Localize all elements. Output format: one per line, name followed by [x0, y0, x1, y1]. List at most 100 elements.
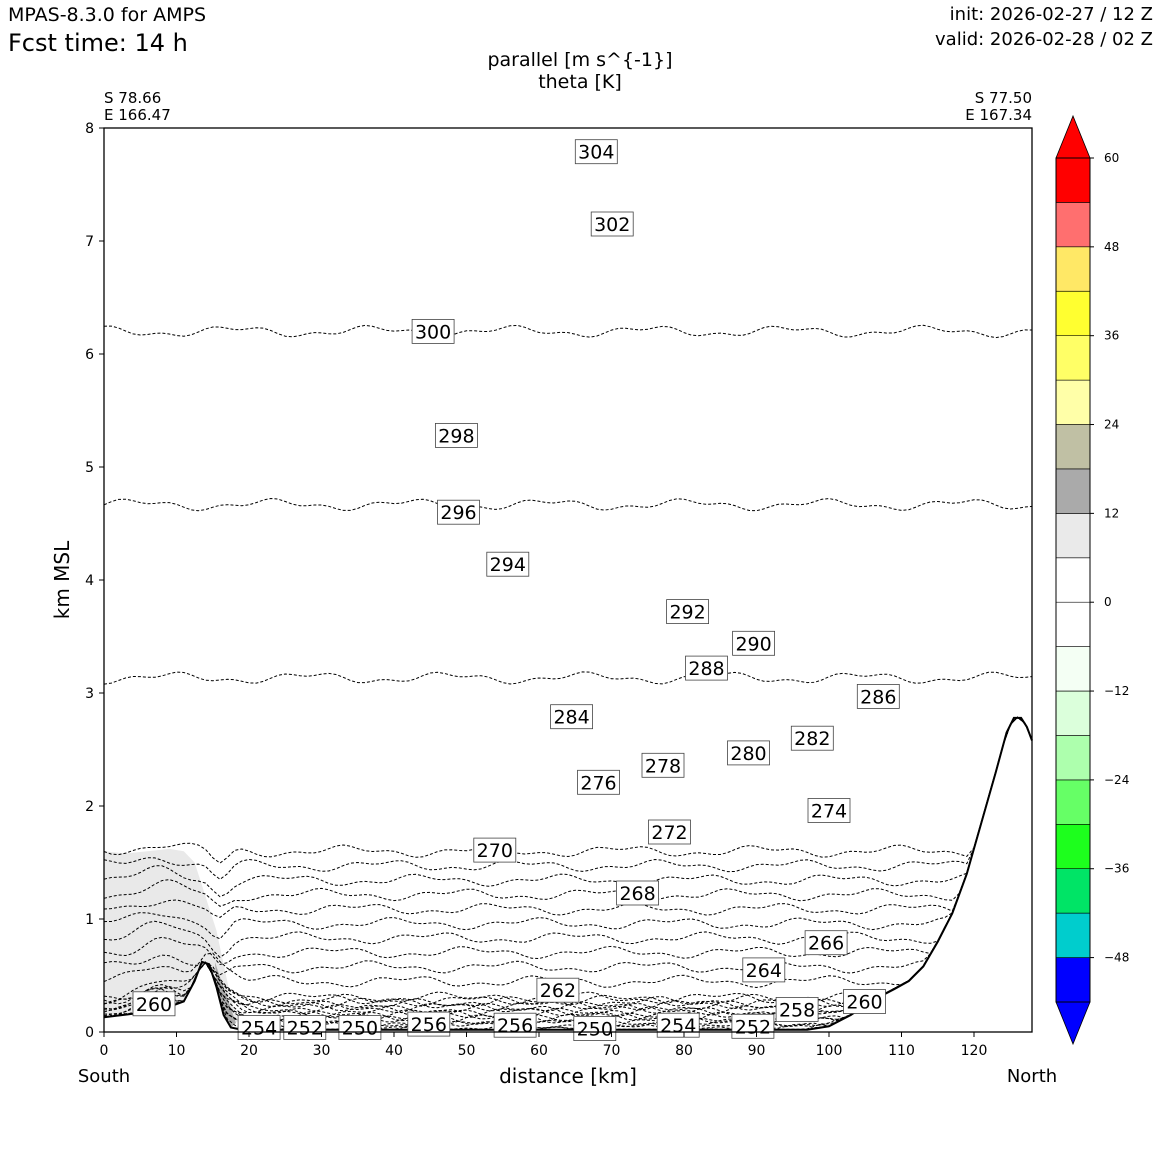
theta-contour-282 [103, 716, 1033, 976]
contour-label: 266 [804, 930, 848, 956]
contour-label: 254 [237, 1015, 281, 1040]
colorbar-bin [1055, 157, 1091, 203]
x-tick-label: 30 [313, 1043, 331, 1059]
contour-label: 284 [550, 704, 593, 730]
colorbar-bin [1055, 202, 1091, 248]
contour-label-text: 292 [669, 602, 705, 624]
contour-label-box [574, 139, 618, 165]
contour-label-box [856, 684, 900, 709]
contour-label-text: 250 [342, 1018, 378, 1040]
chart-title-field: parallel [m s^{-1}] [487, 49, 673, 71]
contour-label-text: 252 [287, 1018, 323, 1040]
contour-label-text: 276 [580, 772, 616, 794]
colorbar-bin [1055, 246, 1091, 292]
theta-contour-304 [103, 324, 1033, 339]
contour-label-box [486, 551, 530, 577]
contour-label: 252 [731, 1013, 775, 1039]
contour-label-box [573, 1016, 617, 1041]
south-label: South [78, 1066, 130, 1087]
theta-contour-296 [103, 716, 1033, 880]
colorbar-bin [1055, 335, 1091, 381]
theta-contour-268 [103, 716, 1033, 1017]
contour-label-text: 280 [730, 743, 766, 765]
contour-label-text: 252 [735, 1016, 771, 1038]
contour-label: 260 [132, 991, 176, 1017]
contour-label-box [283, 1015, 327, 1040]
contour-label: 282 [790, 725, 834, 751]
contour-label: 260 [843, 989, 886, 1014]
contour-label-box [666, 599, 709, 624]
theta-contour-302 [103, 497, 1033, 512]
terrain-line [103, 716, 1033, 1031]
contour-label-box [656, 1012, 700, 1038]
theta-contour-286 [103, 716, 1033, 958]
theta-contour-298 [103, 716, 1033, 864]
theta-contour-292 [103, 716, 1033, 907]
colorbar-bin [1055, 646, 1091, 692]
contour-label-box [411, 318, 455, 344]
colorbar-tick-label: 12 [1104, 506, 1119, 520]
contour-label-box [237, 1015, 281, 1040]
contour-label-text: 256 [411, 1014, 447, 1036]
colorbar-tick-label: 0 [1104, 595, 1112, 609]
colorbar-bin [1055, 290, 1091, 336]
contour-label-box [843, 989, 886, 1014]
x-tick-label: 20 [240, 1043, 258, 1059]
contour-label-text: 278 [645, 755, 681, 777]
contour-label: 254 [656, 1012, 700, 1038]
x-tick-label: 40 [385, 1043, 403, 1059]
contour-label-text: 266 [808, 933, 844, 955]
contour-label-text: 268 [619, 883, 655, 905]
contour-label-text: 270 [477, 840, 513, 862]
colorbar-tick-label: −48 [1104, 951, 1129, 965]
contour-label-text: 298 [438, 425, 474, 447]
y-axis-label: km MSL [50, 540, 74, 619]
contour-label-text: 250 [577, 1019, 613, 1041]
contour-label-box [590, 211, 634, 237]
contour-label: 296 [437, 499, 480, 525]
colorbar: 60 48 36 24 12 0 −12 −24 −36 −48 [1055, 114, 1129, 1046]
theta-contour-272 [103, 716, 1033, 1012]
x-tick-label: 110 [888, 1043, 915, 1059]
contour-label: 252 [283, 1015, 327, 1040]
colorbar-over-arrow [1055, 114, 1091, 159]
theta-contour-270 [103, 716, 1033, 1014]
contour-label-text: 254 [660, 1015, 696, 1037]
contour-label-box [742, 957, 786, 983]
contour-label-text: 294 [490, 554, 526, 576]
contour-label-box [434, 422, 478, 448]
contour-label: 262 [536, 977, 580, 1003]
contour-label-text: 300 [415, 321, 451, 343]
contour-label-box [536, 977, 580, 1003]
y-tick-label: 2 [85, 799, 94, 815]
contour-label-box [731, 1013, 775, 1039]
contour-label: 280 [727, 740, 770, 766]
contour-label-box [577, 769, 620, 795]
terrain-layer [103, 716, 1033, 1031]
contour-label-text: 302 [594, 214, 630, 236]
contour-label: 250 [573, 1016, 617, 1041]
contour-label: 258 [775, 997, 819, 1022]
colorbar-tick-label: 36 [1104, 329, 1119, 343]
contour-label-box [775, 997, 819, 1022]
theta-contour-284 [103, 716, 1033, 966]
model-title: MPAS-8.3.0 for AMPS [8, 4, 207, 26]
colorbar-bin [1055, 424, 1091, 470]
colorbar-bin [1055, 601, 1091, 647]
contour-label: 300 [411, 318, 455, 344]
contour-label-text: 258 [779, 999, 815, 1021]
theta-contour-276 [103, 716, 1033, 1008]
contour-label-text: 304 [578, 142, 614, 164]
theta-contour-260 [103, 716, 1033, 1025]
colorbar-tick-label: −12 [1104, 684, 1129, 698]
colorbar-bin [1055, 690, 1091, 736]
contour-label: 274 [807, 798, 851, 823]
colorbar-bin [1055, 912, 1091, 958]
contour-label-box [616, 880, 659, 906]
axes: 0 10 20 30 40 50 60 70 80 90 100 110 120 0 1 2 3 4 5 6 7 8 [85, 121, 987, 1059]
contour-label-box [804, 930, 848, 956]
contour-label-text: 264 [746, 960, 782, 982]
theta-contour-288 [103, 716, 1033, 940]
contour-label-box [648, 819, 691, 845]
theta-contour-290 [103, 716, 1033, 918]
